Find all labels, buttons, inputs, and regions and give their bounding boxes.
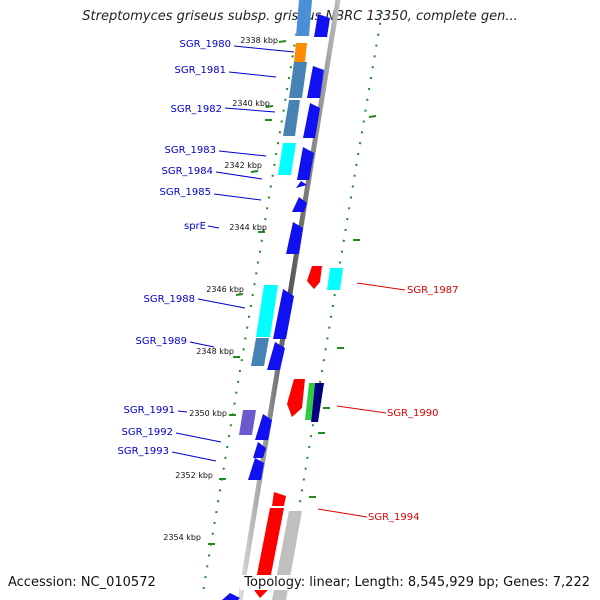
gene-label-sgr-1985[interactable]: SGR_1985: [160, 187, 212, 198]
gene-arrow: [297, 147, 314, 180]
gene-label-sgr-1990[interactable]: SGR_1990: [387, 408, 439, 419]
accession-text: Accession: NC_010572: [8, 575, 156, 590]
gene-arrow: [222, 593, 240, 600]
gene-arrow: [248, 458, 264, 480]
gene-arrow: [294, 43, 307, 62]
gene-arrow: [289, 62, 307, 98]
forward-features: [222, 0, 330, 600]
tick-label: 2354 kbp: [163, 533, 201, 542]
gene-arrow: [305, 383, 315, 420]
gene-label-sgr-1994[interactable]: SGR_1994: [368, 512, 420, 523]
tick-label: 2348 kbp: [196, 347, 234, 356]
gene-arrow: [283, 100, 300, 136]
gene-label-sgr-1982[interactable]: SGR_1982: [171, 104, 223, 115]
tick-label: 2352 kbp: [175, 471, 213, 480]
gene-arrow: [286, 222, 303, 254]
gene-arrow: [253, 442, 266, 458]
gene-label-sgr-1987[interactable]: SGR_1987: [407, 285, 459, 296]
gene-label-sgr-1983[interactable]: SGR_1983: [165, 145, 217, 156]
gene-label-sgr-1991[interactable]: SGR_1991: [124, 405, 176, 416]
gene-arrow: [311, 383, 324, 422]
gene-arrow: [296, 0, 312, 36]
gene-arrow: [273, 289, 294, 339]
tick-label: 2350 kbp: [189, 409, 227, 418]
gene-arrow: [327, 268, 343, 290]
gene-arrow: [307, 66, 324, 98]
gene-label-sgr-1992[interactable]: SGR_1992: [122, 427, 174, 438]
gene-arrow: [256, 285, 278, 337]
outer-track-left: [201, 11, 301, 599]
gene-label-sgr-1988[interactable]: SGR_1988: [144, 294, 196, 305]
tick-label: 2346 kbp: [206, 285, 244, 294]
gene-label-sgr-1981[interactable]: SGR_1981: [175, 65, 227, 76]
gene-arrow: [239, 410, 256, 435]
tick-marks: [208, 40, 377, 545]
label-connectors: [171, 45, 406, 518]
outer-track-right: [283, 11, 383, 599]
tick-label: 2342 kbp: [224, 161, 262, 170]
gene-label-sgr-1984[interactable]: SGR_1984: [162, 166, 214, 177]
gene-arrow: [292, 197, 307, 212]
gene-label-spre[interactable]: sprE: [184, 221, 206, 232]
tick-label: 2340 kbp: [232, 99, 270, 108]
gene-arrow: [287, 379, 305, 417]
gene-arrow: [296, 181, 307, 188]
gene-arrow: [314, 14, 330, 37]
gene-arrow: [278, 143, 296, 175]
gene-label-sgr-1980[interactable]: SGR_1980: [180, 39, 232, 50]
gene-arrow: [251, 338, 269, 366]
gene-arrow: [255, 414, 272, 440]
genome-summary: Topology: linear; Length: 8,545,929 bp; …: [240, 575, 590, 590]
gene-arrow: [267, 342, 285, 370]
gene-arrow: [303, 103, 320, 138]
gene-label-sgr-1989[interactable]: SGR_1989: [136, 336, 188, 347]
tick-label: 2338 kbp: [240, 36, 278, 45]
gene-arrow: [272, 492, 286, 506]
gene-arrow: [307, 266, 322, 289]
gene-label-sgr-1993[interactable]: SGR_1993: [118, 446, 170, 457]
tick-label: 2344 kbp: [229, 223, 267, 232]
